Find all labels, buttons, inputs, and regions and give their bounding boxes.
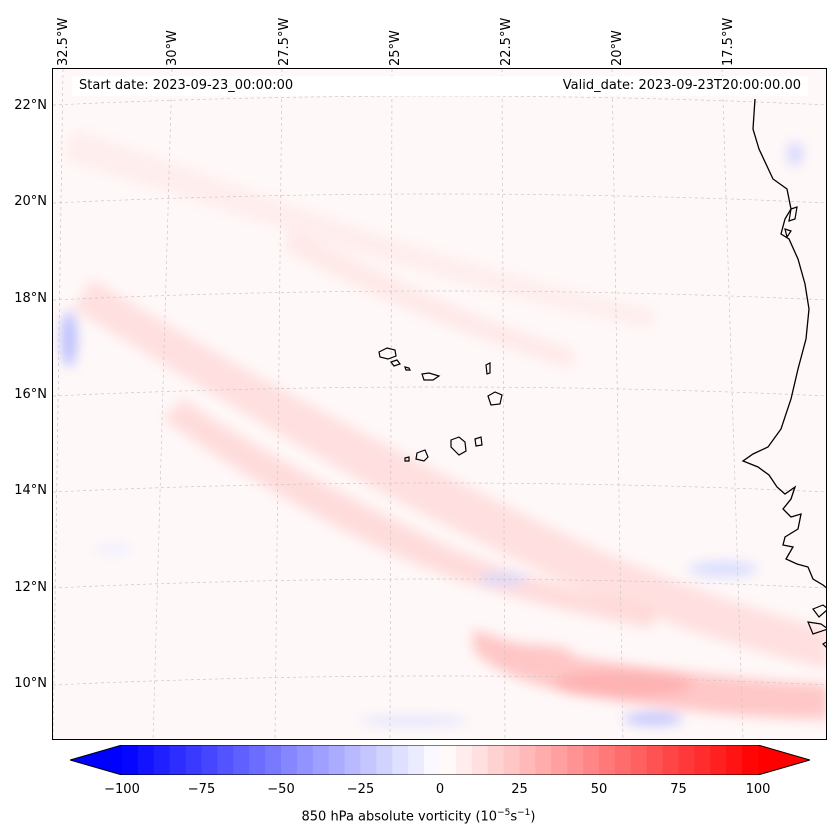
lat-label-18n: 18°N bbox=[14, 291, 47, 306]
colorbar-cell bbox=[630, 745, 648, 775]
colorbar-cell bbox=[614, 745, 632, 775]
valid-date-label: Valid_date: 2023-09-23T20:00:00.00 bbox=[562, 78, 801, 93]
colorbar-cell bbox=[455, 745, 473, 775]
colorbar-tick-label: −75 bbox=[187, 782, 216, 797]
colorbar-cell bbox=[217, 745, 234, 775]
colorbar-cell bbox=[249, 745, 266, 775]
colorbar-cell bbox=[328, 745, 346, 775]
start-date-label: Start date: 2023-09-23_00:00:00 bbox=[79, 78, 294, 93]
colorbar-cell bbox=[296, 745, 314, 775]
colorbar-cells bbox=[70, 745, 810, 775]
vorticity-map bbox=[52, 68, 827, 740]
colorbar-cell bbox=[487, 745, 505, 775]
colorbar-tick-label: 100 bbox=[745, 782, 771, 797]
lat-label-22n: 22°N bbox=[14, 98, 47, 113]
lon-label-25w: 25°W bbox=[388, 30, 403, 66]
colorbar-cell bbox=[122, 745, 139, 775]
colorbar-cell bbox=[519, 745, 536, 775]
african-coastline bbox=[741, 98, 826, 589]
lat-label-12n: 12°N bbox=[14, 580, 47, 595]
colorbar-cell bbox=[551, 745, 568, 775]
colorbar-tick-label: −100 bbox=[104, 782, 140, 797]
colorbar-tick-label: 50 bbox=[590, 782, 608, 797]
lon-label-30w: 30°W bbox=[165, 30, 180, 66]
date-info-bar: Start date: 2023-09-23_00:00:00 Valid_da… bbox=[72, 76, 808, 96]
colorbar-cell bbox=[153, 745, 171, 775]
lat-label-20n: 20°N bbox=[14, 194, 47, 209]
colorbar-cell bbox=[583, 745, 600, 775]
colorbar-cell bbox=[710, 745, 727, 775]
colorbar-cell bbox=[312, 745, 330, 775]
colorbar-cell bbox=[137, 745, 155, 775]
colorbar-cell bbox=[503, 745, 520, 775]
colorbar-cell bbox=[169, 745, 187, 775]
colorbar-cell bbox=[662, 745, 679, 775]
colorbar-cell bbox=[599, 745, 616, 775]
coast-detail-guinea bbox=[807, 604, 826, 648]
coast-detail-senegal bbox=[784, 206, 798, 239]
colorbar-tick-label: 25 bbox=[511, 782, 528, 797]
colorbar-cell bbox=[535, 745, 552, 775]
colorbar-cell bbox=[408, 745, 425, 775]
lon-label-32-5w: 32.5°W bbox=[56, 17, 71, 66]
lon-label-22-5w: 22.5°W bbox=[499, 17, 514, 66]
lon-label-17-5w: 17.5°W bbox=[721, 17, 736, 66]
vorticity-field bbox=[61, 129, 826, 726]
colorbar-cell bbox=[742, 745, 759, 775]
colorbar-cell bbox=[185, 745, 202, 775]
lat-label-14n: 14°N bbox=[14, 483, 47, 498]
colorbar-cell bbox=[471, 745, 489, 775]
colorbar-cell bbox=[344, 745, 361, 775]
colorbar-extend-min bbox=[70, 745, 122, 775]
colorbar-cell bbox=[281, 745, 298, 775]
colorbar-cell bbox=[726, 745, 743, 775]
colorbar-tick-label: 75 bbox=[670, 782, 687, 797]
colorbar-extend-max bbox=[758, 745, 810, 775]
colorbar-cell bbox=[694, 745, 711, 775]
lon-label-27-5w: 27.5°W bbox=[277, 17, 292, 66]
colorbar-cell bbox=[376, 745, 393, 775]
colorbar-cell bbox=[440, 745, 457, 775]
colorbar-tick-label: 0 bbox=[435, 782, 445, 797]
colorbar-tick-label: −25 bbox=[346, 782, 375, 797]
colorbar-cell bbox=[646, 745, 664, 775]
colorbar-cell bbox=[678, 745, 695, 775]
colorbar-cell bbox=[567, 745, 584, 775]
colorbar-tick-label: −50 bbox=[267, 782, 295, 797]
colorbar-cell bbox=[233, 745, 250, 775]
lat-label-10n: 10°N bbox=[14, 676, 47, 691]
colorbar-cell bbox=[424, 745, 441, 775]
cape-verde-islands bbox=[378, 347, 503, 462]
colorbar-cell bbox=[392, 745, 409, 775]
graticule bbox=[53, 69, 826, 739]
colorbar-label: 850 hPa absolute vorticity (10−5s−1) bbox=[301, 808, 536, 825]
colorbar-cell bbox=[201, 745, 218, 775]
map-canvas bbox=[53, 69, 826, 739]
lon-label-20w: 20°W bbox=[610, 30, 625, 66]
colorbar-cell bbox=[360, 745, 377, 775]
lat-label-16n: 16°N bbox=[14, 387, 47, 402]
colorbar-cell bbox=[265, 745, 282, 775]
colorbar bbox=[70, 745, 810, 775]
